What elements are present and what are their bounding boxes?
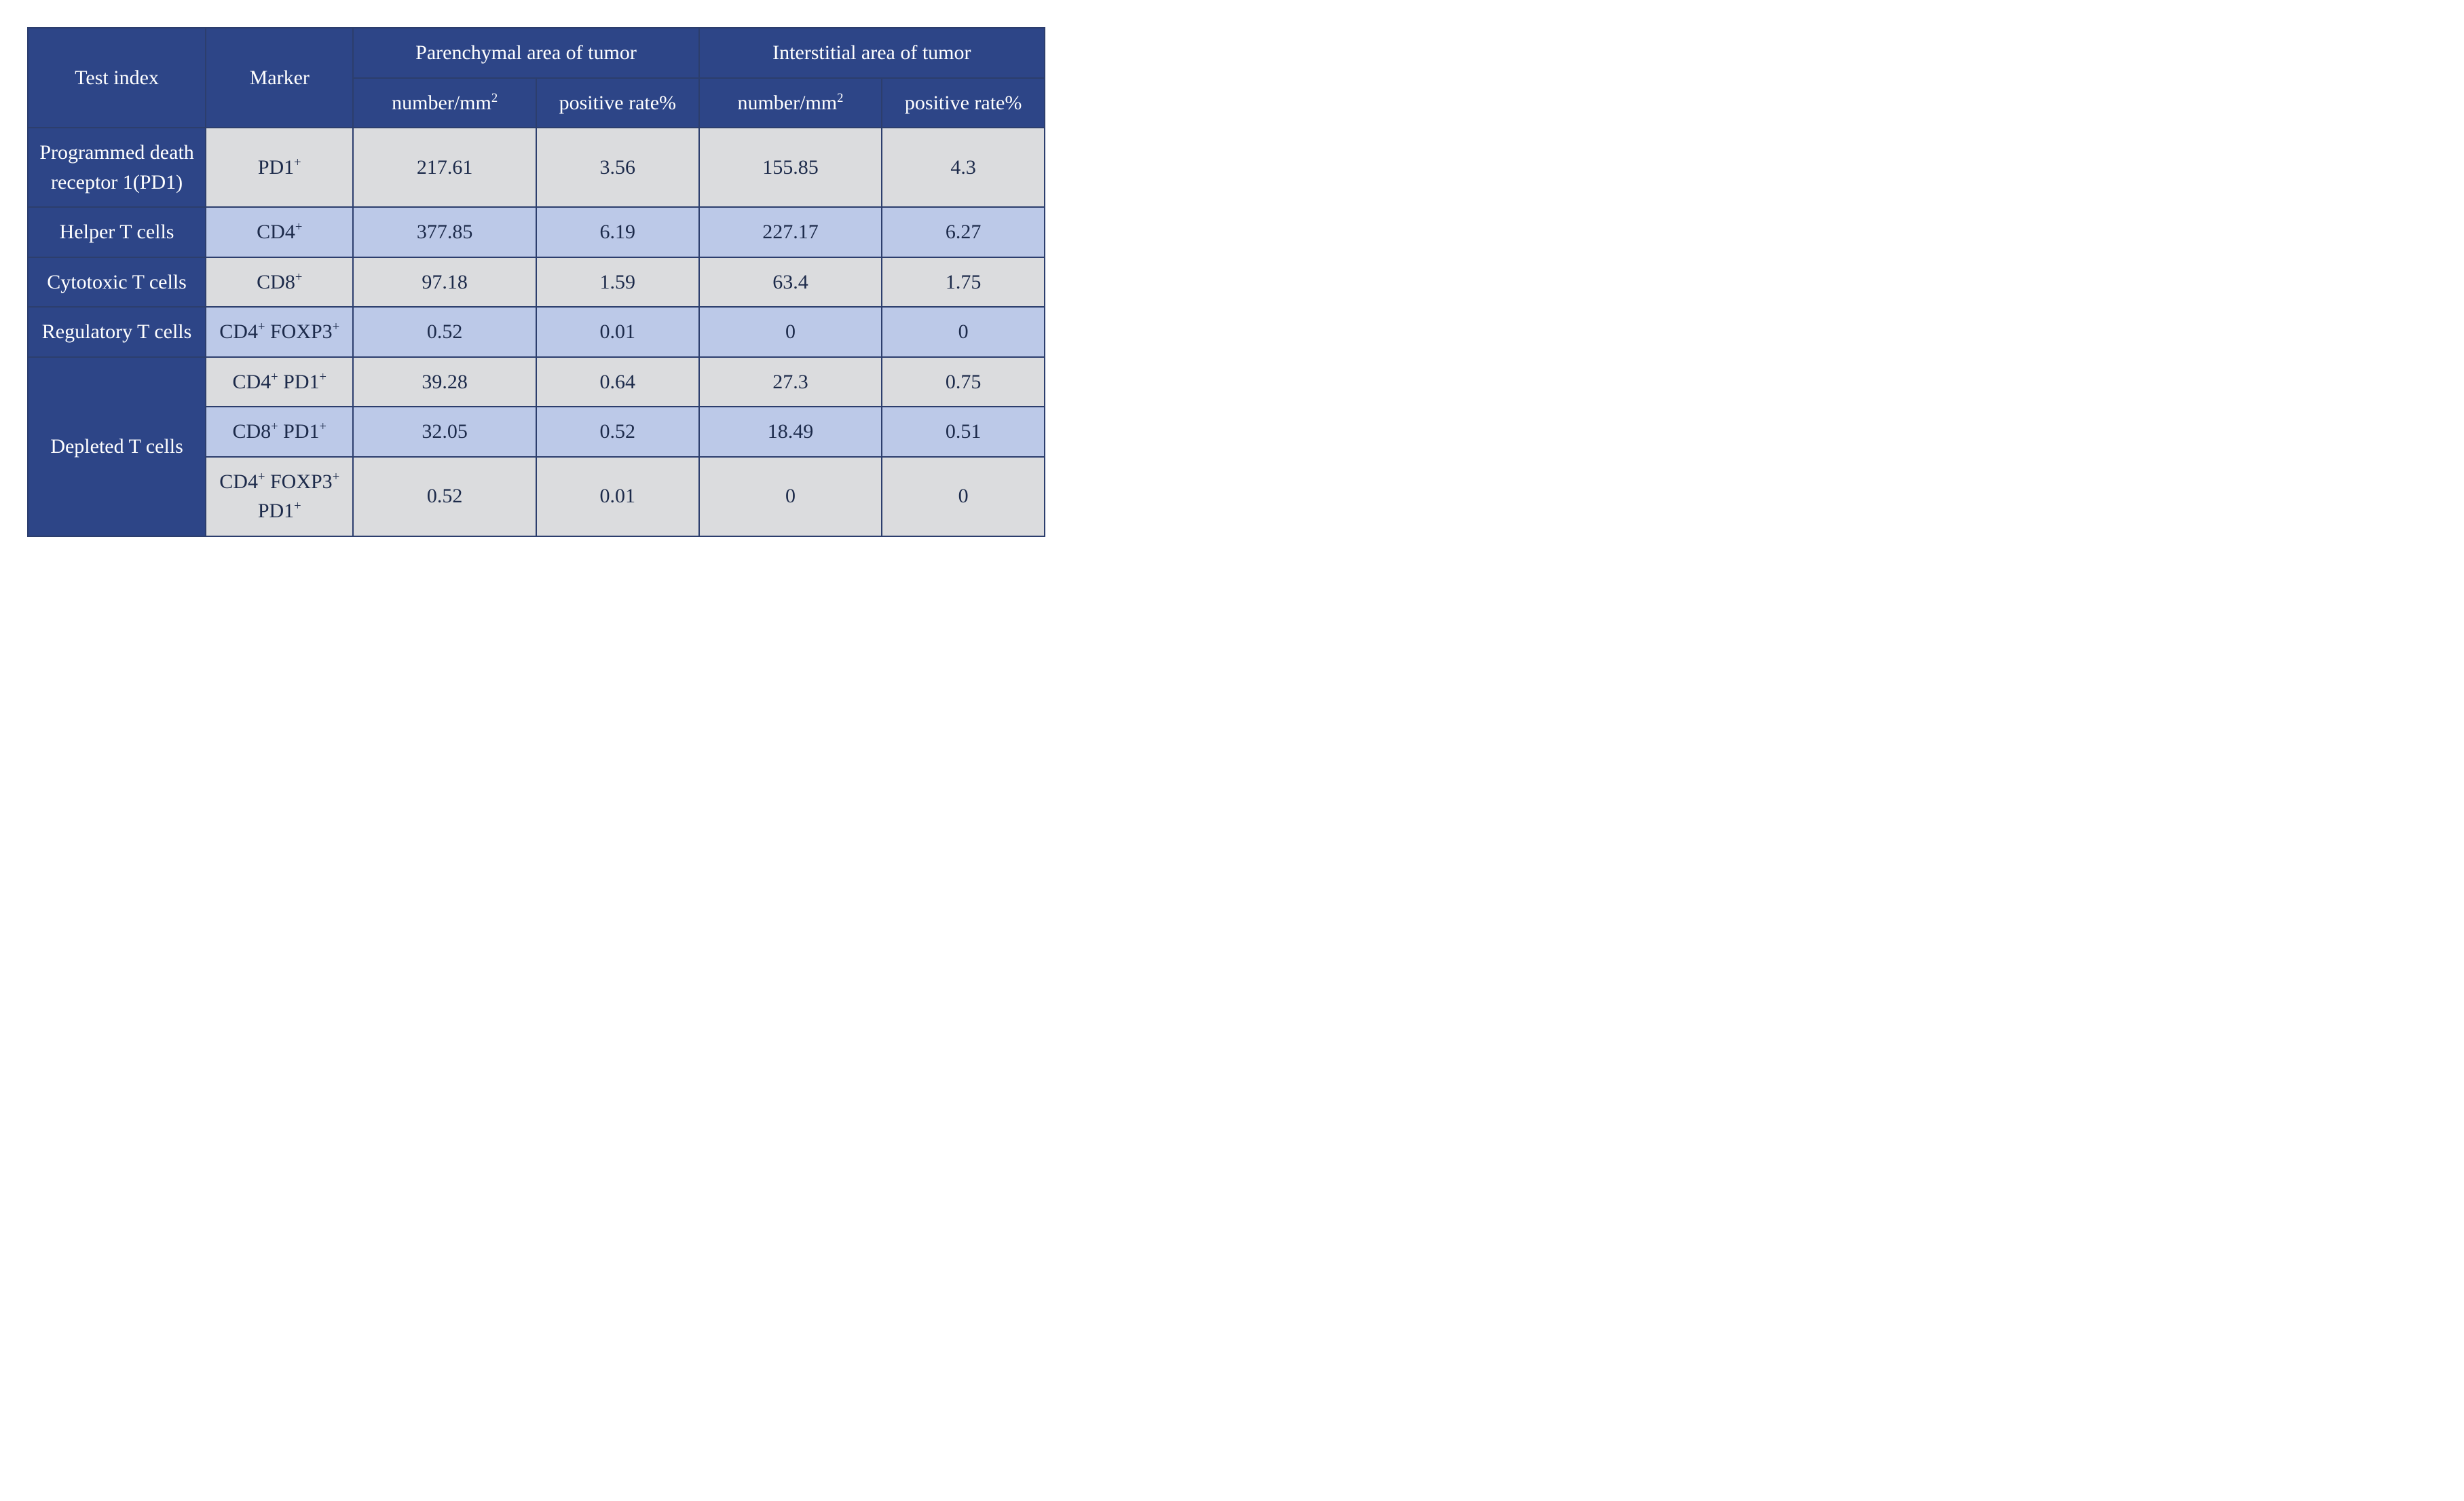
cell-parenchymal-number: 0.52 [353, 307, 536, 357]
cell-parenchymal-number: 97.18 [353, 257, 536, 308]
cell-marker: CD4+ [206, 207, 353, 257]
cell-parenchymal-number: 39.28 [353, 357, 536, 407]
cell-interstitial-positive: 0 [882, 307, 1045, 357]
cell-interstitial-number: 27.3 [699, 357, 882, 407]
cell-marker: PD1+ [206, 128, 353, 207]
cell-parenchymal-positive: 0.64 [536, 357, 699, 407]
cell-marker: CD8+ PD1+ [206, 407, 353, 457]
cell-interstitial-positive: 4.3 [882, 128, 1045, 207]
cell-test-index: Programmed death receptor 1(PD1) [28, 128, 206, 207]
cell-interstitial-number: 63.4 [699, 257, 882, 308]
col-parenchymal-number: number/mm2 [353, 78, 536, 128]
cell-marker: CD4+ FOXP3+ [206, 307, 353, 357]
cell-interstitial-positive: 6.27 [882, 207, 1045, 257]
cell-marker: CD8+ [206, 257, 353, 308]
table-row: Depleted T cellsCD4+ PD1+39.280.6427.30.… [28, 357, 1045, 407]
col-interstitial-number: number/mm2 [699, 78, 882, 128]
cell-parenchymal-positive: 1.59 [536, 257, 699, 308]
cell-parenchymal-number: 377.85 [353, 207, 536, 257]
cell-interstitial-number: 155.85 [699, 128, 882, 207]
cell-test-index: Depleted T cells [28, 357, 206, 536]
cell-test-index: Cytotoxic T cells [28, 257, 206, 308]
cell-parenchymal-positive: 6.19 [536, 207, 699, 257]
cell-parenchymal-number: 217.61 [353, 128, 536, 207]
cell-interstitial-positive: 0 [882, 457, 1045, 536]
cell-interstitial-positive: 0.75 [882, 357, 1045, 407]
table-row: Programmed death receptor 1(PD1)PD1+217.… [28, 128, 1045, 207]
cell-parenchymal-positive: 0.01 [536, 457, 699, 536]
cell-interstitial-number: 227.17 [699, 207, 882, 257]
cell-parenchymal-number: 0.52 [353, 457, 536, 536]
cell-interstitial-number: 18.49 [699, 407, 882, 457]
col-marker: Marker [206, 28, 353, 128]
col-group-interstitial: Interstitial area of tumor [699, 28, 1045, 78]
cell-parenchymal-number: 32.05 [353, 407, 536, 457]
col-parenchymal-positive: positive rate% [536, 78, 699, 128]
table-row: Helper T cellsCD4+377.856.19227.176.27 [28, 207, 1045, 257]
table-body: Programmed death receptor 1(PD1)PD1+217.… [28, 128, 1045, 536]
col-interstitial-positive: positive rate% [882, 78, 1045, 128]
table-row: Regulatory T cellsCD4+ FOXP3+0.520.0100 [28, 307, 1045, 357]
cell-parenchymal-positive: 3.56 [536, 128, 699, 207]
cell-marker: CD4+ PD1+ [206, 357, 353, 407]
cell-interstitial-number: 0 [699, 307, 882, 357]
cell-test-index: Helper T cells [28, 207, 206, 257]
table-row: Cytotoxic T cellsCD8+97.181.5963.41.75 [28, 257, 1045, 308]
cell-interstitial-positive: 1.75 [882, 257, 1045, 308]
cell-test-index: Regulatory T cells [28, 307, 206, 357]
col-test-index: Test index [28, 28, 206, 128]
table-header: Test index Marker Parenchymal area of tu… [28, 28, 1045, 128]
col-group-parenchymal: Parenchymal area of tumor [353, 28, 698, 78]
cell-parenchymal-positive: 0.52 [536, 407, 699, 457]
cell-interstitial-positive: 0.51 [882, 407, 1045, 457]
tumor-marker-table: Test index Marker Parenchymal area of tu… [27, 27, 1045, 537]
cell-parenchymal-positive: 0.01 [536, 307, 699, 357]
cell-marker: CD4+ FOXP3+ PD1+ [206, 457, 353, 536]
cell-interstitial-number: 0 [699, 457, 882, 536]
